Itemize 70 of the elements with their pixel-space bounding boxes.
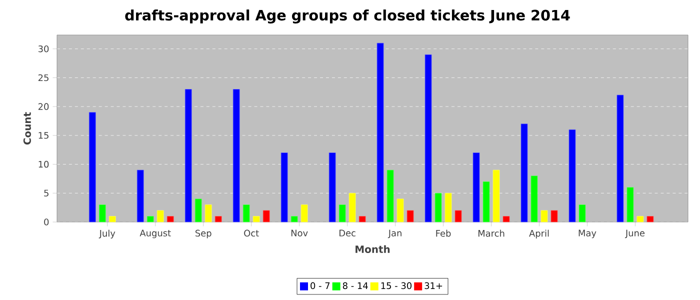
bar (444, 192, 452, 222)
x-tick-label: June (624, 230, 645, 238)
bar (376, 42, 384, 222)
y-tick-label: 0 (44, 218, 49, 226)
bar (530, 176, 538, 222)
y-tick-label: 10 (38, 160, 49, 168)
bar (454, 210, 462, 222)
bar (520, 124, 528, 222)
bar (482, 181, 490, 222)
bar (136, 170, 144, 222)
legend-label: 0 - 7 (310, 282, 330, 290)
bar (492, 170, 500, 222)
bar (300, 204, 308, 222)
x-axis-title: Month (356, 245, 390, 253)
y-tick-label: 5 (44, 190, 48, 196)
y-tick-label: 15 (38, 132, 48, 139)
x-tick-label: March (478, 230, 504, 237)
x-tick-label: May (578, 230, 596, 238)
bar (616, 94, 624, 222)
bar (386, 170, 394, 222)
bar (204, 204, 212, 222)
bar (166, 216, 174, 222)
x-tick-label: Sep (196, 230, 212, 238)
x-tick-label: Jan (388, 230, 402, 238)
bar (424, 54, 432, 222)
bar (214, 216, 222, 222)
x-tick-label: Feb (436, 230, 451, 237)
bar (636, 216, 644, 222)
legend-label: 31+ (424, 282, 442, 290)
x-tick-label: Nov (291, 230, 308, 236)
y-tick-label: 25 (38, 74, 48, 82)
bar (550, 210, 558, 222)
bar (280, 152, 288, 222)
bar (328, 152, 336, 222)
bar (146, 216, 154, 222)
bar (540, 210, 548, 222)
bar (184, 89, 192, 222)
bar (262, 210, 270, 222)
bar (502, 216, 510, 222)
bar (156, 210, 164, 222)
y-tick-label: 30 (38, 45, 49, 52)
bar (242, 204, 250, 222)
bar (578, 204, 586, 222)
legend-label: 15 - 30 (381, 282, 412, 290)
bar (88, 112, 96, 222)
bar (396, 198, 404, 222)
bar (472, 152, 480, 222)
x-tick-label: August (140, 230, 171, 238)
y-axis-title: Count (23, 112, 31, 145)
legend-label: 8 - 14 (342, 282, 368, 290)
bar (194, 198, 202, 222)
bar (338, 204, 346, 222)
bar (434, 192, 442, 222)
x-tick-label: July (98, 230, 116, 238)
chart-title: drafts-approval Age groups of closed tickets June 2014 (125, 10, 570, 24)
bar (108, 216, 116, 222)
x-tick-label: Oct (244, 230, 259, 237)
x-tick-label: April (529, 230, 549, 238)
y-tick-label: 20 (38, 103, 49, 110)
bar (626, 187, 634, 222)
x-tick-label: Dec (340, 230, 356, 236)
bar (348, 192, 356, 222)
bar (98, 204, 106, 222)
bar (358, 216, 366, 222)
bar (290, 216, 298, 222)
bar (646, 216, 654, 222)
bar (252, 216, 260, 222)
bar (406, 210, 414, 222)
bar (232, 89, 240, 222)
bar (568, 129, 576, 222)
